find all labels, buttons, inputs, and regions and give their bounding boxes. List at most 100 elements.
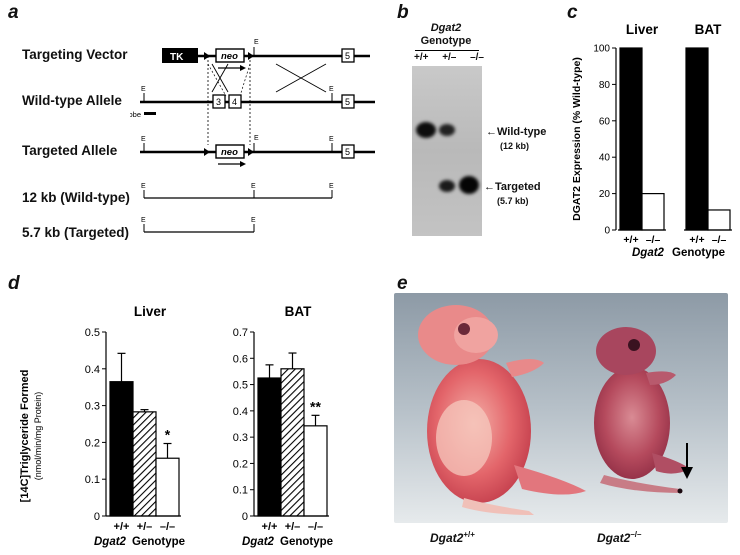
chart-triglyceride-formed: [14C]Triglyceride Formed (nmol/min/mg Pro… [19, 304, 333, 548]
chart-d-bat-ytick-label: 0 [242, 511, 248, 523]
chart-c-bar [619, 47, 643, 231]
svg-text:neo: neo [221, 147, 238, 158]
chart-c-group-title: BAT [695, 22, 722, 37]
band-wt-size: (12 kb) [500, 141, 530, 151]
chart-d-bat-xtick-label: +/– [285, 521, 301, 533]
chart-d-liver-ytick-label: 0 [94, 511, 100, 523]
blot-title-gene: Dgat2 [430, 22, 462, 34]
chart-d-bat-ytick-label: 0.6 [233, 353, 248, 365]
chart-d-liver-ytick-label: 0.1 [85, 474, 100, 486]
chart-c-xlabel-gene: Dgat2 [632, 247, 665, 259]
band-t-label: ←Targeted [484, 181, 541, 193]
exon-4-box [228, 94, 242, 109]
chart-dgat2-expression: DGAT2 Expression (% Wild-type) 0 20 40 60 80 1… [571, 22, 732, 259]
blot-lane-labels: +/+ +/– –/– [414, 52, 484, 63]
e-site-label: E [254, 39, 259, 46]
chart-d-liver-ytick-label: 0.5 [85, 327, 100, 339]
chart-d-bat-xtick-label: –/– [308, 521, 323, 533]
blot-title: Dgat2 Genotype [410, 22, 482, 48]
exon-5-box [341, 48, 355, 63]
chart-d-bat-ytick-label: 0.5 [233, 380, 248, 392]
wildtype-pup [418, 305, 586, 515]
chart-d-bat-xtick-label: +/+ [262, 521, 278, 533]
exon-3-label: 3 [216, 97, 221, 107]
chart-c-ylabel: DGAT2 Expression (% Wild-type) [571, 57, 583, 221]
band-t-lane2 [439, 180, 455, 192]
knockout-pup [594, 327, 690, 494]
chart-c-ytick-label: 100 [593, 44, 610, 55]
chart-d-liver-bar [132, 411, 157, 517]
chart-c-xtick-label: –/– [712, 234, 727, 246]
chart-d-bat-bar [303, 425, 328, 517]
panel-letter-e: e [397, 273, 408, 294]
probe-label: Probe [130, 110, 141, 119]
svg-text:E: E [141, 86, 146, 93]
panel-letter-d: d [8, 273, 20, 294]
chart-d-liver-xtick-label: +/– [137, 521, 153, 533]
chart-c-ytick-label: 20 [599, 189, 611, 200]
row-label-wildtype-allele: Wild-type Allele [22, 93, 122, 108]
chart-c-xtick-label: +/+ [689, 234, 704, 246]
photo-label-wildtype: Dgat2+/+ [430, 530, 475, 545]
svg-text:5: 5 [345, 97, 350, 107]
chart-d-liver-xlabel-gene: Dgat2 [94, 536, 127, 548]
chart-d-bat-bar [257, 377, 282, 517]
row-label-targeting-vector: Targeting Vector [22, 47, 128, 62]
panel-letter-b: b [397, 2, 409, 23]
panel-letter-c: c [567, 2, 578, 23]
chart-c-group-title: Liver [626, 22, 659, 37]
svg-text:E: E [329, 136, 334, 143]
chart-d-liver-bar [109, 381, 134, 517]
exon-3-box [212, 94, 226, 109]
chart-d-liver-ytick-label: 0.2 [85, 437, 100, 449]
chart-c-ytick-label: 80 [599, 80, 611, 91]
chart-d-bat-xlabel-rest: Genotype [280, 536, 333, 548]
svg-text:E: E [254, 135, 259, 142]
svg-text:E: E [251, 183, 256, 190]
southern-blot [412, 66, 482, 236]
band-wt-lane2 [439, 124, 455, 136]
chart-d-liver-title: Liver [134, 304, 167, 319]
blot-title-sub: Genotype [420, 35, 472, 47]
band-t-lane3 [459, 176, 479, 194]
chart-d-bat-bar [280, 368, 305, 517]
arrow-head [681, 467, 693, 479]
svg-text:5: 5 [345, 147, 350, 157]
band-t-size: (5.7 kb) [497, 196, 529, 206]
svg-text:E: E [329, 183, 334, 190]
probe-bar [144, 112, 156, 115]
chart-c-bar [685, 47, 709, 231]
blot-title-rule [415, 50, 479, 51]
loxp-arrow [204, 52, 210, 60]
svg-text:E: E [141, 183, 146, 190]
photo-label-knockout: Dgat2–/– [597, 530, 642, 545]
chart-d-liver-ytick-label: 0.4 [85, 364, 100, 376]
band-wt-lane1 [416, 122, 436, 138]
chart-d-bat-ytick-label: 0.4 [233, 406, 248, 418]
svg-text:E: E [141, 217, 146, 224]
chart-c-bar [707, 209, 731, 231]
chart-d-bat-significance: ** [310, 398, 321, 414]
lane-label-wt: +/+ [414, 52, 429, 63]
row-label-12kb: 12 kb (Wild-type) [22, 190, 130, 205]
gene-targeting-diagram: TK neo E 5 E 3 4 E 5 Probe E neo E E 5 E… [130, 39, 375, 233]
chart-d-ylabel-units: (nmol/min/mg Protein) [33, 392, 43, 481]
chart-d-liver-bar [155, 457, 180, 517]
chart-c-bar [641, 193, 665, 231]
chart-c-xlabel-rest: Genotype [672, 247, 725, 259]
svg-text:E: E [329, 86, 334, 93]
svg-text:E: E [251, 217, 256, 224]
exon-4-label: 4 [232, 97, 237, 107]
chart-c-ytick-label: 60 [599, 116, 611, 127]
row-label-5-7kb: 5.7 kb (Targeted) [22, 225, 130, 240]
chart-c-xtick-label: +/+ [623, 234, 638, 246]
tk-box [162, 48, 198, 63]
neo-label: neo [221, 51, 238, 62]
chart-c-xtick-label: –/– [646, 234, 661, 246]
band-wt-label: ←Wild-type [486, 126, 547, 138]
chart-d-bat-ytick-label: 0.3 [233, 432, 248, 444]
chart-c-ytick-label: 0 [604, 226, 610, 237]
chart-d-liver-significance: * [165, 427, 171, 443]
mouse-photo [394, 293, 728, 523]
chart-d-ylabel: [14C]Triglyceride Formed [19, 370, 31, 503]
